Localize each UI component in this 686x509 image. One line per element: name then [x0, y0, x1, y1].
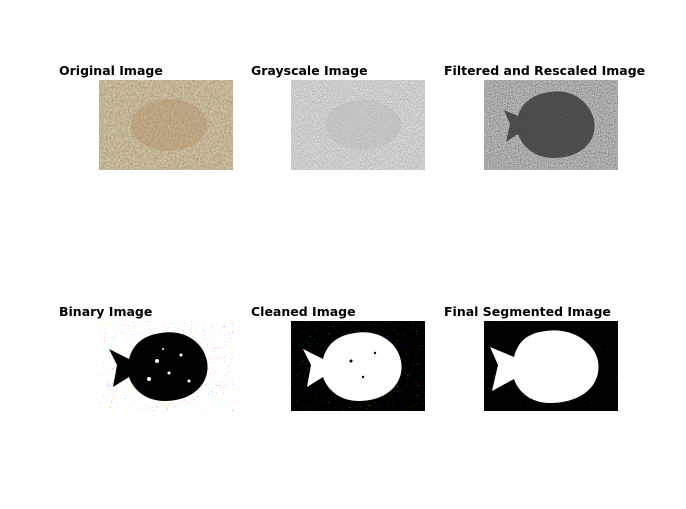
- panel-title: Cleaned Image: [251, 304, 356, 319]
- filtered-image: [484, 80, 618, 170]
- final-segmented-image: [484, 321, 618, 411]
- grayscale-image: [291, 80, 425, 170]
- panel-title: Final Segmented Image: [444, 304, 611, 319]
- original-image: [99, 80, 233, 170]
- binary-image: [99, 321, 233, 411]
- panel-title: Grayscale Image: [251, 63, 368, 78]
- panel-title: Filtered and Rescaled Image: [444, 63, 646, 78]
- panel-title: Original Image: [59, 63, 163, 78]
- cleaned-image: [291, 321, 425, 411]
- panel-title: Binary Image: [59, 304, 153, 319]
